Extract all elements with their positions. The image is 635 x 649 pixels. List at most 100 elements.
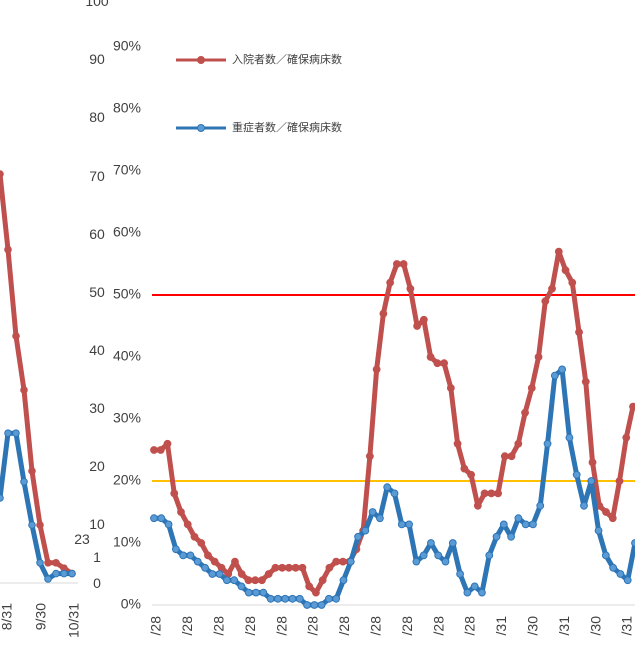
right-x-tick-label: /28 bbox=[179, 616, 195, 636]
severe-point bbox=[565, 433, 574, 442]
severe-point bbox=[346, 557, 355, 566]
right-x-tick-label: /30 bbox=[525, 616, 541, 636]
hospitalized-point bbox=[392, 260, 401, 268]
hospitalized-point bbox=[318, 576, 327, 585]
severe-point bbox=[215, 570, 224, 578]
left-annotation: 23 bbox=[74, 531, 90, 547]
severe-point bbox=[448, 539, 457, 547]
hospitalized-point bbox=[386, 278, 395, 287]
left-series-hospitalized-line bbox=[0, 173, 74, 576]
right-y-tick-label: 60% bbox=[113, 224, 141, 240]
severe-point bbox=[266, 594, 275, 603]
left-severe-point bbox=[0, 494, 4, 502]
hospitalized-point bbox=[156, 446, 165, 454]
hospitalized-point bbox=[264, 570, 273, 578]
hospitalized-point bbox=[325, 563, 334, 572]
hospitalized-point bbox=[291, 563, 300, 572]
hospitalized-point bbox=[581, 377, 590, 386]
severe-point bbox=[193, 557, 202, 566]
severe-point bbox=[601, 551, 610, 560]
hospitalized-point bbox=[521, 408, 529, 417]
severe-point bbox=[339, 576, 348, 585]
severe-point bbox=[558, 365, 567, 374]
hospitalized-point bbox=[150, 446, 158, 454]
left-x-tick-label: 10/31 bbox=[66, 603, 82, 638]
hospitalized-point bbox=[541, 297, 550, 306]
severe-point bbox=[230, 576, 239, 585]
hospitalized-point bbox=[231, 557, 239, 566]
severe-point bbox=[383, 483, 392, 492]
left-y-tick-label: 0 bbox=[93, 575, 101, 591]
left-series-severe-line bbox=[0, 430, 72, 582]
hospitalized-point bbox=[413, 322, 422, 330]
severe-point bbox=[164, 520, 173, 529]
hospitalized-point bbox=[251, 576, 260, 585]
hospitalized-point bbox=[399, 260, 408, 268]
right-y-tick-label: 30% bbox=[113, 410, 141, 426]
severe-point bbox=[390, 489, 399, 498]
severe-point bbox=[317, 601, 326, 609]
severe-point bbox=[536, 501, 545, 510]
left-severe-point bbox=[60, 569, 68, 578]
hospitalized-point bbox=[298, 563, 307, 572]
hospitalized-point bbox=[487, 489, 496, 498]
left-y-tick-label: 10 bbox=[89, 516, 105, 532]
legend-severe-marker bbox=[197, 124, 205, 132]
hospitalized-point bbox=[575, 328, 583, 337]
severe-point bbox=[171, 545, 180, 554]
hospitalized-point bbox=[170, 489, 179, 498]
hospitalized-point bbox=[507, 452, 516, 461]
left-hospitalized-point bbox=[0, 170, 4, 178]
hospitalized-point bbox=[440, 359, 448, 368]
left-severe-point bbox=[28, 521, 36, 529]
severe-point bbox=[354, 532, 362, 541]
severe-point bbox=[281, 594, 290, 603]
hospitalized-point bbox=[237, 570, 246, 578]
hospitalized-point bbox=[548, 284, 556, 293]
hospitalized-point bbox=[190, 532, 199, 541]
hospitalized-point bbox=[527, 384, 536, 392]
left-x-tick-label: 8/31 bbox=[0, 603, 15, 630]
right-x-tick-label: /28 bbox=[399, 616, 415, 636]
hospitalized-point bbox=[588, 458, 597, 467]
severe-point bbox=[295, 594, 304, 603]
severe-point bbox=[222, 576, 231, 585]
hospitalized-point bbox=[210, 557, 219, 566]
hospitalized-point bbox=[285, 563, 293, 572]
severe-point bbox=[499, 520, 508, 529]
legend-hospitalized-marker bbox=[197, 56, 205, 64]
severe-point bbox=[543, 439, 552, 448]
right-x-tick-label: /28 bbox=[211, 616, 227, 636]
hospitalized-point bbox=[446, 384, 455, 392]
left-severe-point bbox=[52, 569, 60, 578]
hospitalized-point bbox=[258, 576, 266, 585]
left-y-tick-label: 80 bbox=[89, 109, 105, 125]
hospitalized-point bbox=[608, 514, 617, 523]
left-severe-point bbox=[12, 429, 20, 438]
severe-point bbox=[572, 470, 581, 479]
right-y-tick-label: 40% bbox=[113, 348, 141, 364]
severe-point bbox=[412, 557, 421, 566]
severe-point bbox=[252, 588, 260, 597]
severe-point bbox=[201, 563, 209, 572]
left-severe-point bbox=[68, 569, 76, 578]
severe-point bbox=[332, 594, 341, 603]
severe-point bbox=[325, 594, 333, 603]
left-hospitalized-point bbox=[28, 467, 36, 475]
left-severe-point bbox=[20, 478, 28, 486]
series-hospitalized-line bbox=[154, 249, 635, 596]
left-y-tick-label: 50 bbox=[89, 284, 105, 300]
right-x-tick-label: /28 bbox=[462, 616, 478, 636]
hospitalized-point bbox=[244, 576, 253, 585]
left-hospitalized-point bbox=[20, 386, 28, 394]
right-x-tick-label: /31 bbox=[556, 616, 572, 636]
severe-point bbox=[237, 582, 246, 591]
hospitalized-point bbox=[177, 508, 185, 516]
severe-point bbox=[580, 501, 588, 510]
left-severe-point bbox=[44, 575, 52, 583]
left-x-tick-label: 9/30 bbox=[33, 603, 49, 630]
hospitalized-point bbox=[561, 266, 570, 275]
